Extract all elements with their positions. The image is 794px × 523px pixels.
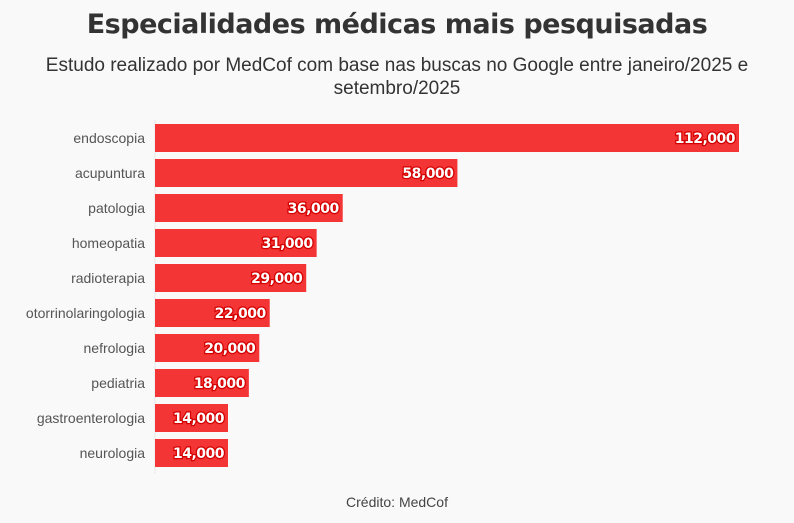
value-label: 14,000 — [173, 446, 225, 462]
chart-credit: Crédito: MedCof — [346, 494, 448, 510]
value-label: 31,000 — [262, 236, 314, 252]
bar-homeopatia — [155, 229, 317, 257]
value-label: 20,000 — [204, 341, 256, 357]
category-label: acupuntura — [75, 165, 145, 181]
bar-endoscopia — [155, 124, 739, 152]
bar-nefrologia — [155, 334, 260, 362]
bar-patologia — [155, 194, 343, 222]
value-label: 112,000 — [675, 131, 736, 147]
bar-pediatria — [155, 369, 249, 397]
value-label: 58,000 — [402, 166, 454, 182]
category-label: nefrologia — [84, 340, 146, 356]
chart-title: Especialidades médicas mais pesquisadas — [86, 9, 708, 40]
value-label: 29,000 — [251, 271, 303, 287]
category-label: otorrinolaringologia — [26, 305, 145, 321]
category-label: endoscopia — [73, 130, 145, 146]
bar-radioterapia — [155, 264, 307, 292]
category-label: neurologia — [80, 445, 146, 461]
bar-otorrinolaringologia — [155, 299, 270, 327]
category-label: gastroenterologia — [37, 410, 145, 426]
category-label: homeopatia — [72, 235, 145, 251]
bar-neurologia — [155, 439, 228, 467]
chart-subtitle: Estudo realizado por MedCof com base nas… — [45, 55, 749, 99]
value-label: 36,000 — [288, 201, 340, 217]
bar-acupuntura — [155, 159, 458, 187]
category-label: patologia — [88, 200, 145, 216]
value-label: 22,000 — [215, 306, 267, 322]
category-label: radioterapia — [71, 270, 145, 286]
category-label: pediatria — [91, 375, 145, 391]
bar-gastroenterologia — [155, 404, 228, 432]
value-label: 14,000 — [173, 411, 225, 427]
value-label: 18,000 — [194, 376, 246, 392]
